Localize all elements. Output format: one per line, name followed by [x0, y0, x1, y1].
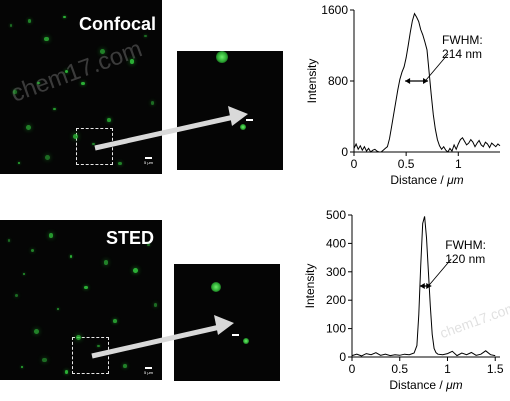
sted-roi-box: [72, 337, 109, 374]
y-tick-label: 100: [326, 322, 346, 336]
fluorescent-spot: [150, 100, 155, 105]
confocal-zoom-scalebar: [246, 119, 253, 121]
intensity-profile-line: [351, 216, 496, 357]
fwhm-label: FWHM:: [445, 238, 486, 252]
y-tick-label: 200: [326, 293, 346, 307]
fwhm-arrowhead-right: [426, 283, 432, 289]
fluorescent-spot: [64, 370, 69, 374]
x-axis-unit: μm: [445, 378, 463, 392]
fluorescent-spot: [37, 81, 40, 85]
fluorescent-spot: [27, 19, 32, 23]
fluorescent-spot: [92, 142, 95, 146]
fluorescent-spot: [129, 59, 135, 64]
sted-label: STED: [105, 228, 154, 248]
fluorescent-spot: [22, 272, 26, 276]
zoom-spot: [215, 51, 228, 63]
sted-scale-label: 5 μm: [144, 370, 153, 375]
fluorescent-spot: [64, 69, 69, 74]
sted-zoom-image: [174, 264, 280, 381]
x-tick-label: 1: [455, 157, 462, 171]
zoom-spot: [243, 338, 250, 345]
fluorescent-spot: [14, 293, 19, 298]
y-tick-label: 400: [326, 236, 346, 250]
fwhm-arrowhead-left: [405, 78, 411, 84]
fwhm-value: 214 nm: [442, 47, 482, 61]
fluorescent-spot: [53, 107, 56, 111]
fluorescent-spot: [147, 244, 150, 247]
confocal-image: Confocal chem17.com 5 μm: [0, 0, 162, 174]
fwhm-arrowhead-right: [423, 78, 429, 84]
sted-scalebar: [145, 367, 152, 369]
fluorescent-spot: [34, 328, 39, 334]
fluorescent-spot: [100, 48, 106, 54]
fluorescent-spot: [42, 357, 47, 363]
fluorescent-spot: [118, 161, 122, 166]
x-axis-label: Distance / μm: [389, 378, 462, 392]
y-axis-label: Intensity: [305, 59, 319, 104]
fluorescent-spot: [9, 24, 13, 27]
fwhm-leader-line: [428, 258, 452, 286]
x-tick-label: 1.5: [487, 362, 504, 376]
x-tick-label: 1: [444, 362, 451, 376]
fwhm-value: 120 nm: [445, 252, 485, 266]
fluorescent-spot: [144, 34, 147, 38]
intensity-profile-line: [353, 12, 501, 153]
y-tick-label: 800: [328, 74, 348, 88]
confocal-zoom-image: [177, 51, 283, 170]
confocal-scalebar: [145, 157, 152, 159]
fluorescent-spot: [21, 365, 24, 368]
fluorescent-spot: [25, 125, 31, 131]
fluorescent-spot: [81, 81, 85, 86]
y-tick-label: 300: [326, 265, 346, 279]
fluorescent-spot: [103, 260, 109, 265]
fluorescent-spot: [17, 161, 21, 165]
y-tick-label: 1600: [321, 3, 348, 17]
fluorescent-spot: [8, 239, 11, 242]
fluorescent-spot: [56, 308, 60, 311]
fwhm-arrowhead-left: [419, 283, 425, 289]
x-tick-label: 0: [349, 362, 356, 376]
confocal-profile-chart: 0 0.5 1 0 800 1600 Distance / μm Intensity FWHM:…: [305, 3, 501, 187]
x-axis-unit: μm: [446, 173, 464, 187]
fluorescent-spot: [153, 303, 158, 307]
sted-profile-chart: 0 0.5 1 1.5 0 100 200 300 400 500 Distance / μm Int…: [303, 208, 504, 392]
watermark: chem17.com: [7, 35, 146, 108]
fwhm-leader-line: [425, 53, 449, 81]
y-tick-label: 0: [341, 145, 348, 159]
fluorescent-spot: [48, 232, 54, 238]
x-tick-label: 0.5: [398, 157, 415, 171]
fluorescent-spot: [106, 118, 111, 122]
fluorescent-spot: [113, 319, 117, 323]
confocal-roi-box: [76, 128, 113, 165]
zoom-spot: [239, 124, 246, 131]
fluorescent-spot: [76, 335, 81, 340]
fluorescent-spot: [123, 364, 127, 368]
x-tick-label: 0.5: [391, 362, 408, 376]
x-tick-label: 0: [351, 157, 358, 171]
fluorescent-spot: [45, 154, 51, 160]
y-axis-label: Intensity: [303, 264, 317, 309]
x-axis-label: Distance / μm: [390, 173, 463, 187]
fluorescent-spot: [132, 268, 138, 273]
fluorescent-spot: [84, 285, 88, 290]
y-tick-label: 0: [339, 350, 346, 364]
fluorescent-spot: [12, 90, 17, 95]
fluorescent-spot: [97, 344, 100, 348]
fluorescent-spot: [63, 15, 66, 19]
fluorescent-spot: [69, 255, 73, 258]
sted-image: STED 5 μm: [0, 220, 162, 380]
confocal-scale-label: 5 μm: [144, 160, 153, 165]
fluorescent-spot: [43, 36, 49, 42]
sted-zoom-scalebar: [232, 334, 239, 336]
fwhm-label: FWHM:: [442, 33, 483, 47]
fluorescent-spot: [72, 133, 78, 139]
y-tick-label: 500: [326, 208, 346, 222]
fluorescent-spot: [30, 248, 35, 253]
confocal-label: Confocal: [78, 14, 156, 34]
zoom-spot: [211, 282, 222, 293]
